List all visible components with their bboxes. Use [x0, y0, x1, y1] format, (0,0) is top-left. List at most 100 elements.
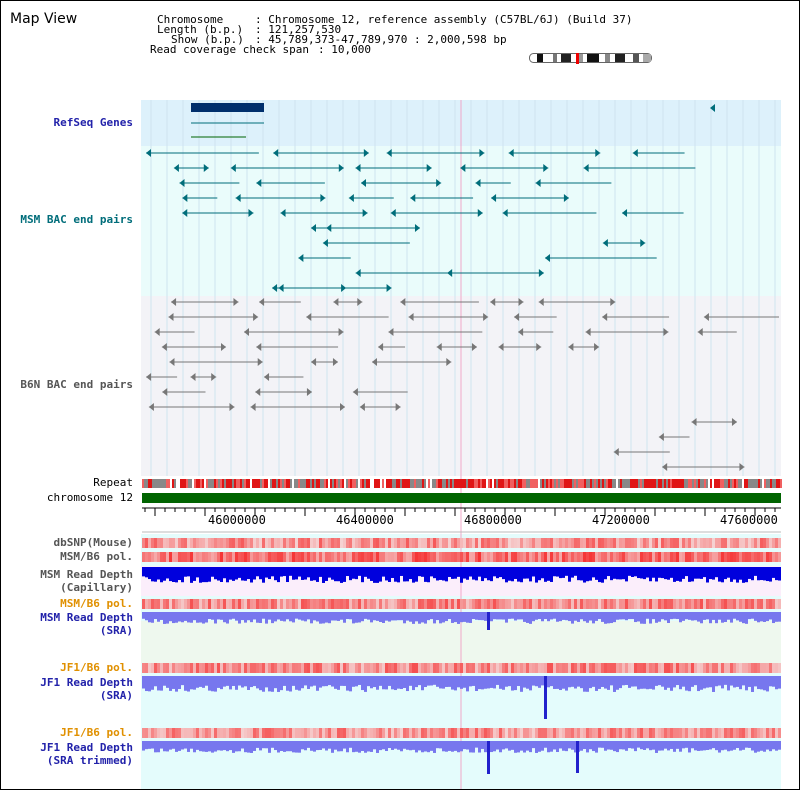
msm-sra-depth-bar — [382, 612, 385, 623]
msm-pol-cell — [724, 552, 727, 562]
msm-sra-depth-bar — [778, 612, 781, 622]
jf1-trim-depth-bar — [424, 741, 427, 752]
msm-sra-depth-bar — [724, 612, 727, 622]
dbsnp-cell — [403, 538, 406, 548]
msm-cap-depth-bar — [601, 567, 604, 583]
msm-sra-depth-bar — [385, 612, 388, 621]
msm-sra-depth-bar — [415, 612, 418, 622]
jf1-pol-cell — [760, 663, 763, 673]
b6n-bac-label[interactable]: B6N BAC end pairs — [20, 378, 133, 391]
repeat-segment — [378, 479, 380, 488]
msm-depth-cap-label[interactable]: MSM Read Depth — [40, 568, 133, 581]
msm-depth-sra-label[interactable]: MSM Read Depth — [40, 611, 133, 624]
jf1-pol2-cell — [160, 728, 163, 738]
repeat-segment — [230, 479, 232, 488]
jf1-pol-cell — [346, 663, 349, 673]
msm-cap-depth-bar — [448, 567, 451, 577]
repeat-segment — [418, 479, 420, 488]
jf1-b6-pol-label[interactable]: JF1/B6 pol. — [60, 661, 133, 674]
msm-sra-depth-bar — [271, 612, 274, 624]
jf1-pol2-cell — [367, 728, 370, 738]
msm-pol-cell — [430, 552, 433, 562]
msm-sra-depth-bar — [649, 612, 652, 624]
msm-b6-pol-label[interactable]: MSM/B6 pol. — [60, 550, 133, 563]
dbsnp-cell — [358, 538, 361, 548]
dbsnp-label[interactable]: dbSNP(Mouse) — [53, 536, 133, 549]
jf1-trim-depth-bar — [766, 741, 769, 750]
repeat-segment — [582, 479, 584, 488]
msm-pol-cell — [508, 552, 511, 562]
jf1-trim-depth-bar — [358, 741, 361, 753]
msm-pol-cell — [778, 552, 781, 562]
b6n-bac-pair-end — [161, 343, 167, 351]
jf1-pol2-cell — [217, 728, 220, 738]
jf1-sra-depth-bar — [706, 676, 709, 688]
jf1-depth-trim-label[interactable]: JF1 Read Depth — [40, 741, 133, 754]
jf1-pol2-cell — [331, 728, 334, 738]
repeat-segment — [626, 479, 628, 488]
repeat-segment — [272, 479, 274, 488]
jf1-sra-depth-bar — [160, 676, 163, 691]
jf1-b6-pol2-label[interactable]: JF1/B6 pol. — [60, 726, 133, 739]
jf1-pol2-cell — [610, 728, 613, 738]
msm-pol2-cell — [514, 599, 517, 609]
msm-sra-depth-bar — [568, 612, 571, 622]
msm-sra-depth-bar — [469, 612, 472, 623]
msm-pol-cell — [757, 552, 760, 562]
dbsnp-cell — [292, 538, 295, 548]
jf1-pol-cell — [364, 663, 367, 673]
msm-sra-depth-bar — [541, 612, 544, 622]
msm-sra-depth-bar — [331, 612, 334, 621]
repeat-segment — [560, 479, 562, 488]
msm-cap-depth-bar — [178, 567, 181, 581]
msm-pol2-cell — [625, 599, 628, 609]
repeat-segment — [776, 479, 778, 488]
jf1-pol-cell — [670, 663, 673, 673]
msm-pol2-cell — [334, 599, 337, 609]
repeat-segment — [540, 479, 542, 488]
msm-cap-depth-bar — [619, 567, 622, 580]
msm-bac-pair-end — [622, 209, 628, 217]
jf1-pol2-cell — [658, 728, 661, 738]
repeat-segment — [722, 479, 724, 488]
msm-pol-cell — [451, 552, 454, 562]
msm-cap-depth-bar — [337, 567, 340, 582]
repeat-segment — [562, 479, 564, 488]
jf1-depth-sra-label[interactable]: JF1 Read Depth — [40, 676, 133, 689]
jf1-pol-cell — [778, 663, 781, 673]
msm-pol-cell — [352, 552, 355, 562]
refseq-gene — [191, 103, 264, 112]
refseq-label[interactable]: RefSeq Genes — [53, 116, 133, 129]
jf1-pol2-cell — [223, 728, 226, 738]
b6n-bac-pair-end — [148, 403, 154, 411]
jf1-trim-depth-bar — [247, 741, 250, 753]
msm-cap-depth-bar — [223, 567, 226, 579]
jf1-pol-cell — [310, 663, 313, 673]
jf1-pol-cell — [238, 663, 241, 673]
msm-pol2-cell — [466, 599, 469, 609]
msm-cap-depth-bar — [697, 567, 700, 579]
jf1-sra-depth-bar — [553, 676, 556, 689]
b6n-bac-pair-end — [585, 328, 591, 336]
b6n-bac-pair-end — [162, 388, 168, 396]
msm-pol2-cell — [256, 599, 259, 609]
msm-bac-label[interactable]: MSM BAC end pairs — [20, 213, 133, 226]
repeat-segment — [636, 479, 638, 488]
repeat-segment — [478, 479, 480, 488]
dbsnp-cell — [766, 538, 769, 548]
msm-b6-pol2-label[interactable]: MSM/B6 pol. — [60, 597, 133, 610]
msm-sra-depth-bar — [748, 612, 751, 620]
repeat-segment — [512, 479, 514, 488]
msm-pol2-cell — [175, 599, 178, 609]
jf1-pol-cell — [676, 663, 679, 673]
msm-pol2-cell — [457, 599, 460, 609]
msm-pol2-cell — [445, 599, 448, 609]
dbsnp-cell — [361, 538, 364, 548]
msm-cap-depth-bar — [358, 567, 361, 576]
jf1-trim-depth-bar — [664, 741, 667, 749]
chromosome-ideogram[interactable] — [529, 53, 653, 65]
jf1-pol2-cell — [562, 728, 565, 738]
jf1-sra-depth-bar — [454, 676, 457, 691]
dbsnp-cell — [433, 538, 436, 548]
